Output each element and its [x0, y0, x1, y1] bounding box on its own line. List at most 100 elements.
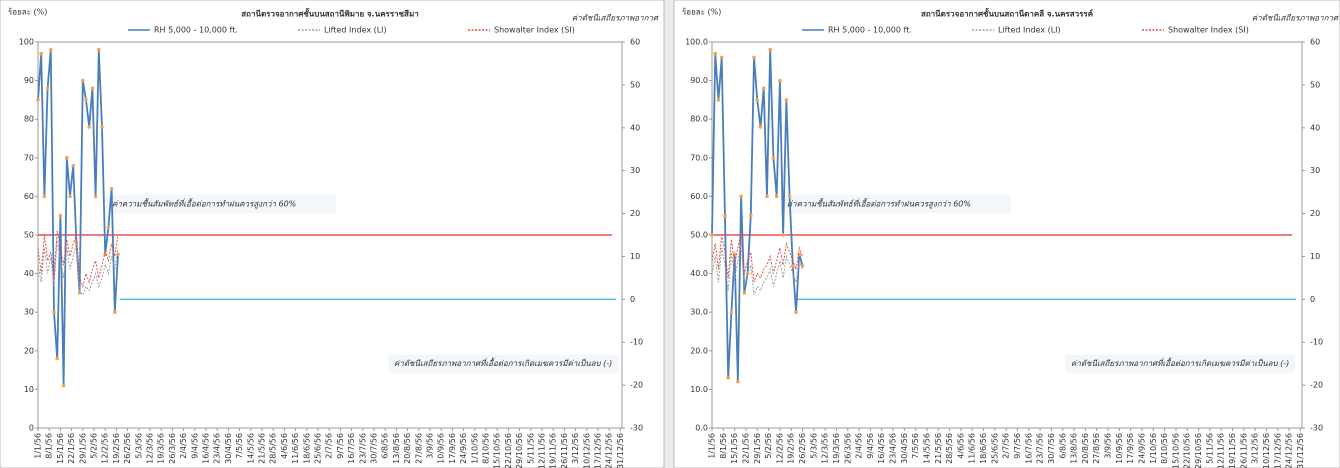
data-point — [748, 213, 753, 218]
x-tick-label: 23/7/56 — [358, 433, 367, 464]
x-tick-label: 14/5/56 — [922, 433, 931, 464]
x-tick-label: 10/9/56 — [437, 433, 446, 464]
y-axis-label: ร้อยละ (%) — [682, 8, 721, 17]
x-tick-label: 17/12/56 — [1273, 433, 1282, 468]
x-tick-label: 30/4/56 — [900, 433, 909, 464]
x-tick-label: 6/8/56 — [381, 433, 390, 459]
x-tick-label: 5/3/56 — [134, 433, 143, 459]
legend-label: RH 5,000 - 10,000 ft. — [828, 26, 912, 35]
data-point — [729, 310, 734, 315]
y2-tick-label: -30 — [1310, 424, 1323, 433]
x-tick-label: 23/4/56 — [889, 433, 898, 464]
data-point — [77, 291, 82, 295]
data-point — [736, 379, 740, 384]
y2-tick-label: -30 — [630, 424, 643, 433]
x-tick-label: 4/6/56 — [956, 433, 965, 459]
x-tick-label: 5/2/56 — [90, 433, 99, 459]
data-point — [771, 156, 776, 160]
y-tick-label: 100 — [19, 38, 34, 47]
x-tick-label: 26/11/56 — [1239, 433, 1248, 468]
x-tick-label: 15/10/56 — [493, 433, 502, 468]
y-tick-label: 10 — [24, 385, 34, 394]
y2-tick-label: -10 — [1310, 338, 1323, 347]
data-point — [97, 47, 101, 52]
series-line — [711, 230, 803, 283]
y2-tick-label: -20 — [1310, 381, 1323, 390]
x-tick-label: 13/8/56 — [392, 433, 401, 464]
y2-tick-label: 0 — [1310, 295, 1315, 304]
x-tick-label: 17/12/56 — [594, 433, 603, 468]
y-tick-label: 10.0 — [690, 385, 708, 394]
data-point — [84, 98, 88, 102]
data-point — [90, 86, 95, 91]
data-point — [787, 194, 792, 199]
y-axis-label: ร้อยละ (%) — [8, 8, 47, 17]
x-tick-label: 10/12/56 — [1262, 433, 1271, 468]
x-tick-label: 26/3/56 — [843, 433, 852, 464]
y-tick-label: 50 — [24, 231, 34, 240]
x-tick-label: 5/11/56 — [526, 433, 535, 464]
x-tick-label: 20/8/56 — [403, 433, 412, 464]
x-tick-label: 12/2/56 — [775, 433, 784, 464]
x-tick-label: 29/1/56 — [753, 433, 762, 464]
chart-title: สถานีตรวจอากาศชั้นบนสถานีตาคลี จ.นครสวรร… — [921, 8, 1093, 19]
y-tick-label: 100.0 — [685, 38, 708, 47]
x-tick-label: 5/2/56 — [764, 433, 773, 459]
x-tick-label: 1/10/56 — [470, 433, 479, 464]
data-point — [755, 98, 760, 102]
panel — [673, 0, 1340, 468]
data-point — [765, 194, 769, 199]
x-tick-label: 8/1/56 — [45, 433, 54, 459]
x-tick-label: 26/11/56 — [560, 433, 569, 468]
x-tick-label: 15/10/56 — [1171, 433, 1180, 468]
annotation-box — [106, 195, 337, 214]
x-tick-label: 8/10/56 — [482, 433, 491, 464]
x-tick-label: 1/1/56 — [34, 433, 43, 459]
data-point — [49, 47, 53, 52]
data-point — [93, 194, 98, 199]
x-tick-label: 16/7/56 — [347, 433, 356, 464]
data-point — [81, 78, 85, 83]
y2-tick-label: 0 — [630, 295, 635, 304]
x-tick-label: 19/11/56 — [1228, 433, 1237, 468]
x-tick-label: 30/4/56 — [224, 433, 233, 464]
x-tick-label: 19/11/56 — [549, 433, 558, 468]
annotation-box — [388, 354, 618, 373]
legend-label: Lifted Index (LI) — [324, 26, 387, 35]
x-tick-label: 19/3/56 — [832, 433, 841, 464]
y-tick-label: 30 — [24, 308, 34, 317]
x-tick-label: 31/12/56 — [1296, 433, 1305, 468]
y2-tick-label: 60 — [630, 38, 640, 47]
data-point — [713, 51, 718, 56]
data-point — [65, 156, 69, 160]
y-tick-label: 70 — [24, 153, 34, 162]
data-point — [726, 376, 730, 380]
data-point — [723, 213, 727, 218]
x-tick-label: 2/7/56 — [1002, 433, 1011, 459]
data-point — [742, 291, 747, 295]
x-tick-label: 10/12/56 — [582, 433, 591, 468]
x-tick-label: 16/7/56 — [1024, 433, 1033, 464]
x-tick-label: 7/5/56 — [235, 433, 244, 459]
legend-label: Showalter Index (SI) — [494, 26, 575, 35]
data-point — [87, 125, 91, 129]
data-point — [71, 163, 75, 168]
x-tick-label: 7/5/56 — [911, 433, 920, 459]
x-tick-label: 24/12/56 — [1285, 433, 1294, 468]
x-tick-label: 1/1/56 — [708, 433, 717, 459]
x-tick-label: 24/9/56 — [1137, 433, 1146, 464]
x-tick-label: 9/4/56 — [866, 433, 875, 459]
x-tick-label: 2/4/56 — [179, 433, 188, 459]
x-tick-label: 30/7/56 — [1047, 433, 1056, 464]
data-point — [106, 225, 111, 230]
x-tick-label: 9/7/56 — [1013, 433, 1022, 459]
y2-tick-label: 40 — [630, 123, 640, 132]
y2-tick-label: 20 — [1310, 209, 1320, 218]
y2-tick-label: 20 — [630, 209, 640, 218]
x-tick-label: 25/6/56 — [990, 433, 999, 464]
x-tick-label: 12/2/56 — [101, 433, 110, 464]
x-tick-label: 3/12/56 — [1251, 433, 1260, 464]
y2-tick-label: -20 — [630, 381, 643, 390]
legend-label: Lifted Index (LI) — [998, 26, 1061, 35]
